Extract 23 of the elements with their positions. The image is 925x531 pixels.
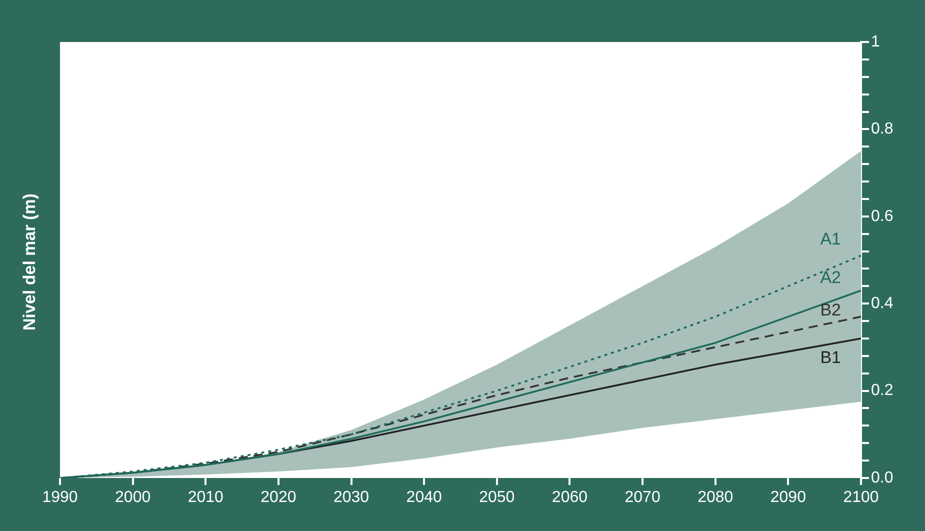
x-tick-label: 2000 [115, 489, 151, 506]
x-tick-label: 1990 [42, 489, 78, 506]
series-label: B2 [820, 300, 841, 320]
x-tick-label: 2060 [552, 489, 588, 506]
series-label: B1 [820, 348, 841, 368]
series-label: A2 [820, 268, 841, 288]
y-tick-label: 0.6 [871, 208, 894, 225]
y-tick-label: 0.2 [871, 382, 894, 400]
y-tick-label: 1 [871, 33, 880, 50]
x-tick-label: 2040 [406, 489, 442, 506]
x-tick-label: 2050 [479, 489, 515, 506]
x-tick-label: 2030 [333, 489, 370, 506]
x-tick-label: 2090 [770, 489, 806, 506]
x-tick-label: 2020 [260, 489, 296, 506]
x-tick-label: 2070 [624, 489, 660, 506]
series-label: A1 [820, 229, 841, 248]
y-tick-label: 0.4 [871, 295, 894, 312]
x-tick-label: 2010 [188, 489, 224, 506]
x-tick-label: 2100 [843, 489, 879, 506]
x-tick-label: 2080 [698, 489, 734, 506]
y-axis-title: Nivel del mar (m) [20, 194, 40, 330]
y-tick-label: 0.0 [871, 469, 894, 486]
y-tick-label: 0.8 [871, 120, 894, 138]
